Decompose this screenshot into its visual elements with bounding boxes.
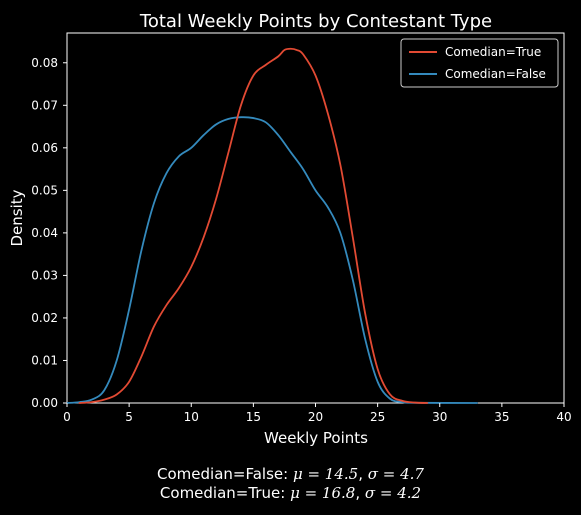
x-tick-label: 40 (556, 410, 571, 424)
y-tick-label: 0.03 (31, 268, 58, 282)
caption-label: Comedian=False: (157, 465, 293, 483)
x-tick-label: 25 (370, 410, 385, 424)
x-axis: 0 5 10 15 20 25 30 35 40 (63, 403, 572, 424)
legend: Comedian=True Comedian=False (400, 38, 559, 88)
caption-line-comedian-true: Comedian=True: μ = 16.8, σ = 4.2 (0, 484, 581, 502)
y-tick-label: 0.00 (31, 396, 58, 410)
y-tick-label: 0.01 (31, 353, 58, 367)
series-layer (66, 47, 478, 404)
chart-title: Total Weekly Points by Contestant Type (139, 11, 492, 32)
x-tick-label: 20 (308, 410, 323, 424)
caption-mu: μ = 16.8 (290, 484, 356, 502)
legend-box (400, 38, 559, 88)
caption-sep: , (358, 465, 368, 483)
y-tick-label: 0.08 (31, 56, 58, 70)
caption-line-comedian-false: Comedian=False: μ = 14.5, σ = 4.7 (0, 465, 581, 483)
caption-sep: , (355, 484, 365, 502)
caption-label: Comedian=True: (159, 484, 291, 502)
y-tick-label: 0.04 (31, 226, 58, 240)
y-axis: 0.00 0.01 0.02 0.03 0.04 0.05 0.06 0.07 0.08 (31, 56, 67, 410)
x-tick-label: 10 (184, 410, 199, 424)
x-tick-label: 15 (246, 410, 261, 424)
series-line-comedian-true (78, 47, 429, 404)
y-tick-label: 0.05 (31, 183, 58, 197)
legend-label-comedian-false: Comedian=False (445, 67, 546, 81)
x-tick-label: 30 (432, 410, 447, 424)
y-axis-label: Density (8, 189, 26, 246)
plot-frame (66, 32, 565, 404)
x-tick-label: 35 (494, 410, 509, 424)
caption-mu: μ = 14.5 (292, 465, 359, 483)
x-tick-label: 0 (63, 410, 71, 424)
legend-label-comedian-true: Comedian=True (445, 45, 541, 59)
series-line-comedian-false (66, 116, 478, 404)
y-tick-label: 0.06 (31, 141, 58, 155)
x-tick-label: 5 (125, 410, 133, 424)
caption-sigma: σ = 4.2 (364, 484, 422, 502)
y-tick-label: 0.02 (31, 311, 58, 325)
y-tick-label: 0.07 (31, 98, 58, 112)
caption-sigma: σ = 4.7 (367, 465, 424, 483)
x-axis-label: Weekly Points (264, 429, 368, 447)
